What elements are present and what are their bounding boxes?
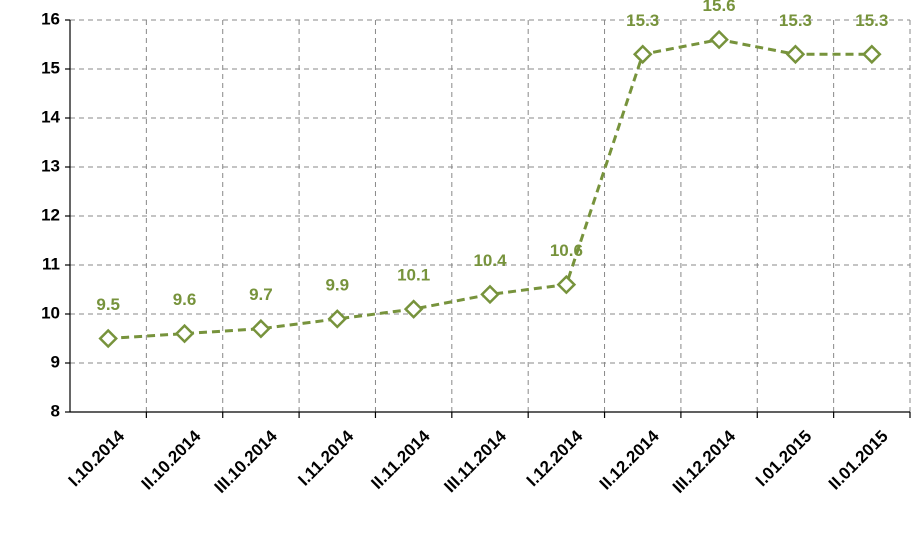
- marker: [174, 323, 195, 344]
- data-label: 10.4: [473, 251, 507, 270]
- data-label: 10.6: [550, 241, 583, 260]
- y-tick-label: 9: [51, 352, 60, 371]
- x-tick-label: II.01.2015: [825, 427, 892, 494]
- data-label: 10.1: [397, 266, 430, 285]
- y-tick-label: 15: [41, 58, 60, 77]
- x-tick-label: III.11.2014: [440, 426, 510, 496]
- marker: [785, 44, 806, 65]
- y-tick-label: 11: [42, 254, 60, 273]
- marker: [403, 299, 424, 319]
- y-tick-label: 8: [51, 401, 60, 420]
- x-tick-label: II.11.2014: [367, 426, 434, 493]
- data-label: 9.7: [249, 285, 273, 304]
- data-label: 15.6: [703, 0, 736, 15]
- y-tick-label: 16: [41, 9, 60, 28]
- marker: [632, 44, 653, 65]
- x-tick-label: I.10.2014: [65, 426, 129, 490]
- marker: [480, 284, 500, 305]
- x-tick-label: I.11.2014: [294, 426, 357, 489]
- data-label: 15.3: [626, 11, 659, 30]
- data-label: 15.3: [855, 11, 888, 30]
- data-label: 15.3: [779, 11, 812, 30]
- x-tick-label: III.12.2014: [669, 426, 740, 497]
- data-label: 9.9: [325, 275, 349, 294]
- marker: [862, 44, 882, 65]
- x-tick-label: I.01.2015: [752, 427, 816, 491]
- y-tick-label: 14: [41, 107, 60, 126]
- marker: [98, 328, 118, 349]
- marker: [709, 29, 729, 50]
- data-label: 9.6: [173, 290, 197, 309]
- y-tick-label: 13: [41, 156, 60, 175]
- y-tick-label: 10: [41, 303, 60, 322]
- x-tick-label: III.10.2014: [211, 426, 282, 497]
- x-tick-label: I.12.2014: [523, 426, 587, 490]
- data-label: 9.5: [96, 295, 120, 314]
- y-tick-label: 12: [41, 205, 60, 224]
- marker: [251, 318, 271, 339]
- x-tick-label: II.10.2014: [138, 426, 205, 493]
- marker: [556, 274, 577, 295]
- marker: [327, 309, 348, 329]
- x-tick-label: II.12.2014: [596, 426, 663, 493]
